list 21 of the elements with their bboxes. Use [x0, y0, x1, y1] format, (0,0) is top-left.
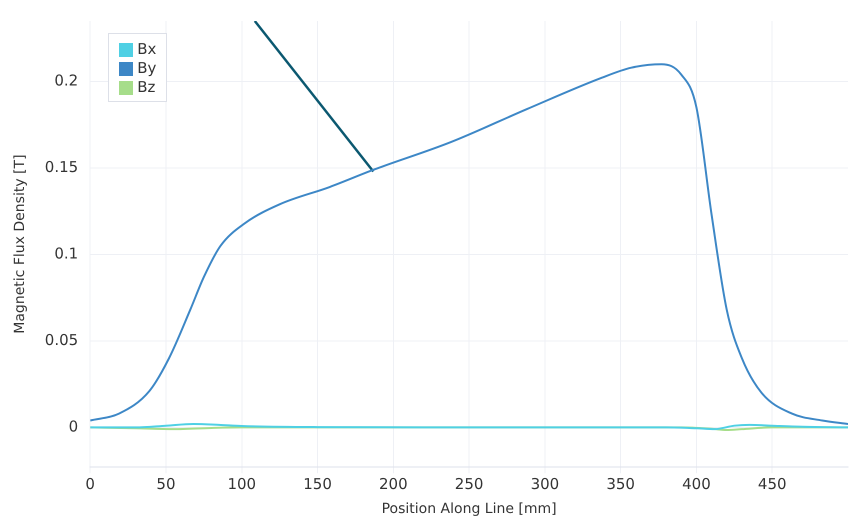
legend-label: Bx [137, 40, 156, 59]
legend-label: By [137, 59, 156, 78]
x-tick-label: 150 [303, 475, 332, 494]
x-tick-label: 100 [227, 475, 256, 494]
x-axis-title: Position Along Line [mm] [382, 501, 557, 518]
x-tick-label: 400 [682, 475, 711, 494]
x-tick-label: 200 [379, 475, 408, 494]
y-tick-label: 0.1 [54, 244, 78, 262]
x-tick-label: 350 [606, 475, 635, 494]
y-tick-label: 0 [68, 417, 78, 436]
y-tick-label: 0.05 [44, 330, 78, 349]
y-tick-label: 0.2 [54, 71, 78, 90]
y-axis-title: Magnetic Flux Density [T] [12, 154, 28, 334]
x-tick-label: 450 [758, 475, 787, 494]
x-tick-label: 300 [530, 475, 560, 494]
y-tick-label: 0.15 [44, 158, 78, 176]
x-tick-label: 50 [156, 475, 176, 494]
x-tick-label: 0 [85, 475, 95, 494]
x-tick-label: 250 [454, 475, 484, 494]
legend-label: Bz [137, 78, 156, 97]
line-series [90, 63, 848, 425]
